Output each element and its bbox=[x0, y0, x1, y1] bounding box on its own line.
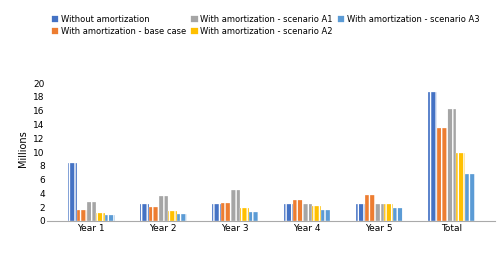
Bar bbox=[86, 202, 96, 221]
Y-axis label: Millions: Millions bbox=[18, 130, 28, 167]
Legend: Without amortization, With amortization - base case, With amortization - scenari: Without amortization, With amortization … bbox=[52, 15, 480, 36]
Bar bbox=[394, 208, 402, 221]
Bar bbox=[140, 204, 149, 221]
Bar bbox=[365, 196, 374, 221]
Bar bbox=[446, 109, 456, 221]
Bar bbox=[221, 203, 230, 221]
Bar bbox=[230, 190, 240, 221]
Bar bbox=[158, 196, 168, 221]
Bar bbox=[456, 153, 466, 221]
Bar bbox=[428, 92, 437, 221]
Bar bbox=[293, 200, 302, 221]
Bar bbox=[374, 204, 384, 221]
Bar bbox=[356, 204, 365, 221]
Bar bbox=[149, 207, 158, 221]
Bar bbox=[77, 210, 86, 221]
Bar bbox=[312, 206, 322, 221]
Bar bbox=[212, 204, 221, 221]
Bar bbox=[466, 174, 474, 221]
Bar bbox=[250, 212, 258, 221]
Bar bbox=[240, 208, 250, 221]
Bar bbox=[96, 213, 106, 221]
Bar bbox=[168, 211, 177, 221]
Bar bbox=[302, 204, 312, 221]
Bar bbox=[68, 163, 77, 221]
Bar bbox=[284, 204, 293, 221]
Bar bbox=[106, 215, 114, 221]
Bar bbox=[384, 204, 394, 221]
Bar bbox=[322, 210, 330, 221]
Bar bbox=[437, 128, 446, 221]
Bar bbox=[178, 214, 186, 221]
